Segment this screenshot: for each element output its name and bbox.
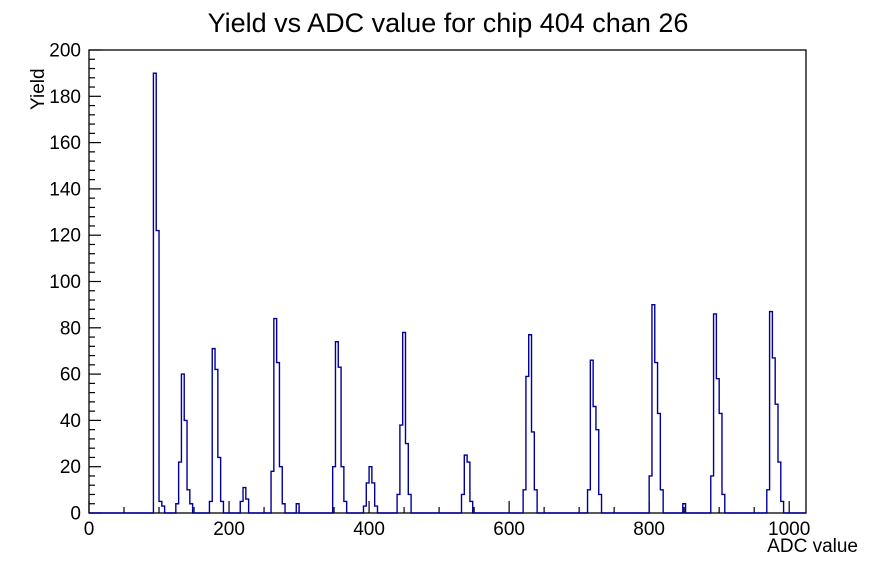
plot-area: 0 20 40 60 80 100 120 140 160 180 200 0 200 400 600 800… bbox=[49, 41, 810, 541]
x-tick-label: 1000 bbox=[768, 519, 810, 540]
x-tick-label: 400 bbox=[353, 519, 385, 540]
chart-title: Yield vs ADC value for chip 404 chan 26 bbox=[208, 8, 689, 38]
y-tick-label: 60 bbox=[60, 365, 81, 386]
x-tick-label: 800 bbox=[633, 519, 665, 540]
y-tick-label: 180 bbox=[49, 87, 81, 108]
y-tick-label: 120 bbox=[49, 226, 81, 247]
y-tick-label: 100 bbox=[49, 272, 81, 293]
y-tick-label: 160 bbox=[49, 133, 81, 154]
y-tick-label: 40 bbox=[60, 411, 81, 432]
y-tick-label: 0 bbox=[70, 504, 81, 525]
x-tick-label: 200 bbox=[213, 519, 245, 540]
plot-frame bbox=[88, 49, 807, 514]
histogram-line bbox=[89, 72, 806, 514]
x-tick-label: 600 bbox=[493, 519, 525, 540]
y-tick-label: 80 bbox=[60, 318, 81, 339]
x-tick-label: 0 bbox=[84, 519, 95, 540]
y-tick-label: 20 bbox=[60, 457, 81, 478]
y-tick-label: 140 bbox=[49, 179, 81, 200]
y-tick-label: 200 bbox=[49, 41, 81, 62]
y-axis-title: Yield bbox=[28, 68, 49, 110]
x-axis-title: ADC value bbox=[767, 536, 858, 557]
